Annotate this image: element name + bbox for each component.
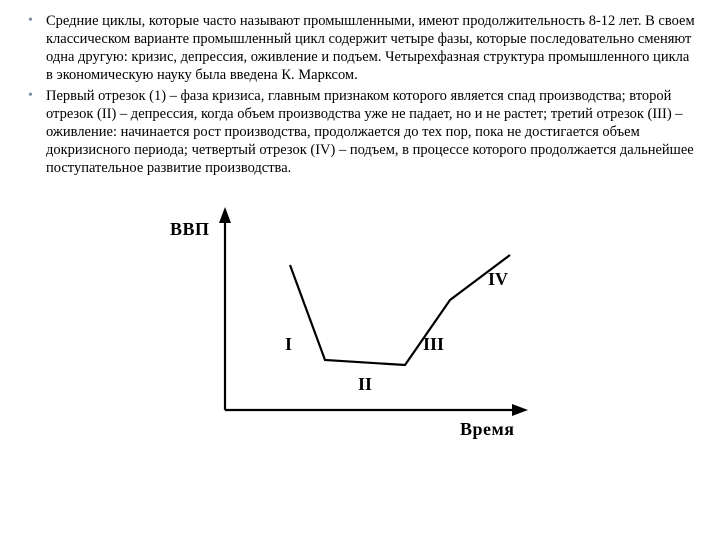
y-axis-label: ВВП [170,219,210,239]
cycle-curve [290,255,510,365]
x-axis-arrow [512,404,528,416]
phase-label-2: II [358,374,372,394]
bullet-list: Средние циклы, которые часто называют пр… [24,12,696,177]
chart-svg: ВВП Время I II III IV [170,205,550,445]
bullet-item: Первый отрезок (1) – фаза кризиса, главн… [24,87,696,178]
phase-label-1: I [285,334,292,354]
x-axis-label: Время [460,419,515,439]
phase-label-3: III [423,334,444,354]
phase-label-4: IV [488,269,508,289]
cycle-chart: ВВП Время I II III IV [24,205,696,445]
y-axis-arrow [219,207,231,223]
bullet-item: Средние циклы, которые часто называют пр… [24,12,696,85]
